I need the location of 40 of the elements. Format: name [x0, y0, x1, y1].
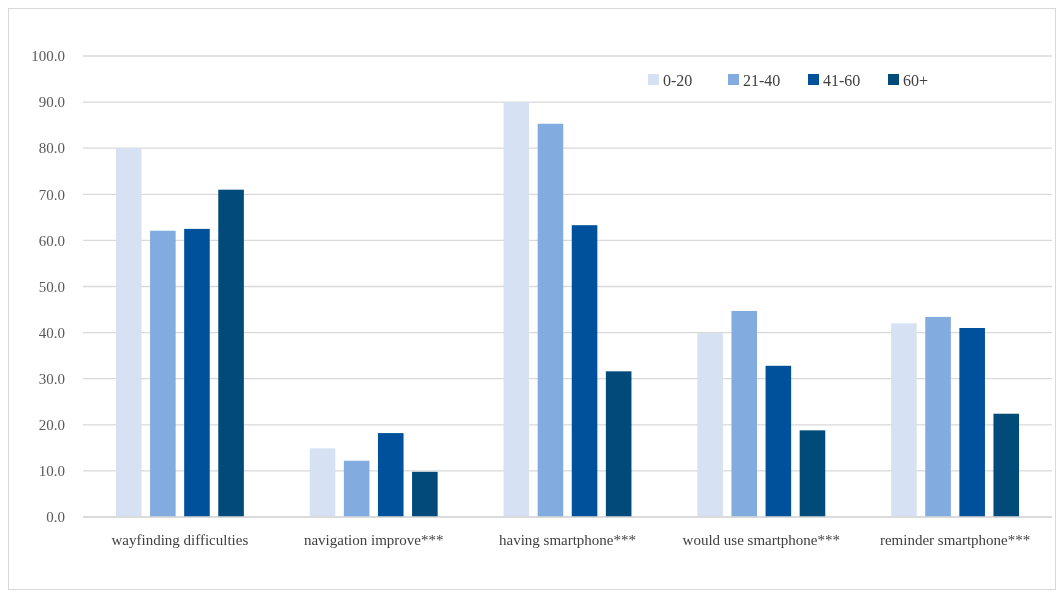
- y-tick-label: 10.0: [38, 463, 65, 480]
- bar: [799, 430, 826, 517]
- bar: [697, 333, 723, 517]
- x-tick-label: would use smartphone***: [682, 532, 841, 548]
- bar: [503, 102, 530, 517]
- bar: [891, 323, 917, 517]
- bar: [959, 327, 985, 517]
- legend-label: 21-40: [743, 71, 781, 89]
- bar: [731, 310, 758, 517]
- x-tick-label: navigation improve***: [303, 532, 444, 548]
- bar: [218, 189, 244, 517]
- legend-label: 60+: [903, 71, 929, 89]
- bar: [571, 225, 598, 517]
- y-tick-label: 0.0: [46, 509, 65, 526]
- y-tick-label: 60.0: [38, 232, 65, 249]
- bar: [150, 230, 176, 517]
- bar: [412, 471, 438, 517]
- y-tick-label: 100.0: [31, 48, 65, 65]
- bar: [993, 413, 1020, 517]
- legend-label: 41-60: [823, 71, 861, 89]
- bar: [925, 316, 951, 517]
- bar: [115, 148, 142, 517]
- x-tick-label: wayfinding difficulties: [111, 532, 249, 548]
- bar: [377, 433, 404, 517]
- bar: [537, 123, 564, 517]
- x-tick-label: reminder smartphone***: [879, 532, 1031, 548]
- y-tick-label: 90.0: [38, 94, 65, 111]
- bar: [605, 371, 632, 517]
- bar: [765, 365, 792, 517]
- y-tick-label: 70.0: [38, 186, 65, 203]
- y-tick-label: 20.0: [38, 417, 65, 434]
- y-tick-label: 40.0: [38, 324, 65, 341]
- bar: [343, 460, 370, 517]
- legend-label: 0-20: [663, 71, 693, 89]
- bar: [309, 448, 336, 517]
- bar: [184, 228, 210, 517]
- y-tick-label: 30.0: [38, 370, 65, 387]
- y-tick-label: 50.0: [38, 278, 65, 295]
- x-tick-label: having smartphone***: [498, 532, 637, 548]
- y-tick-label: 80.0: [38, 140, 65, 157]
